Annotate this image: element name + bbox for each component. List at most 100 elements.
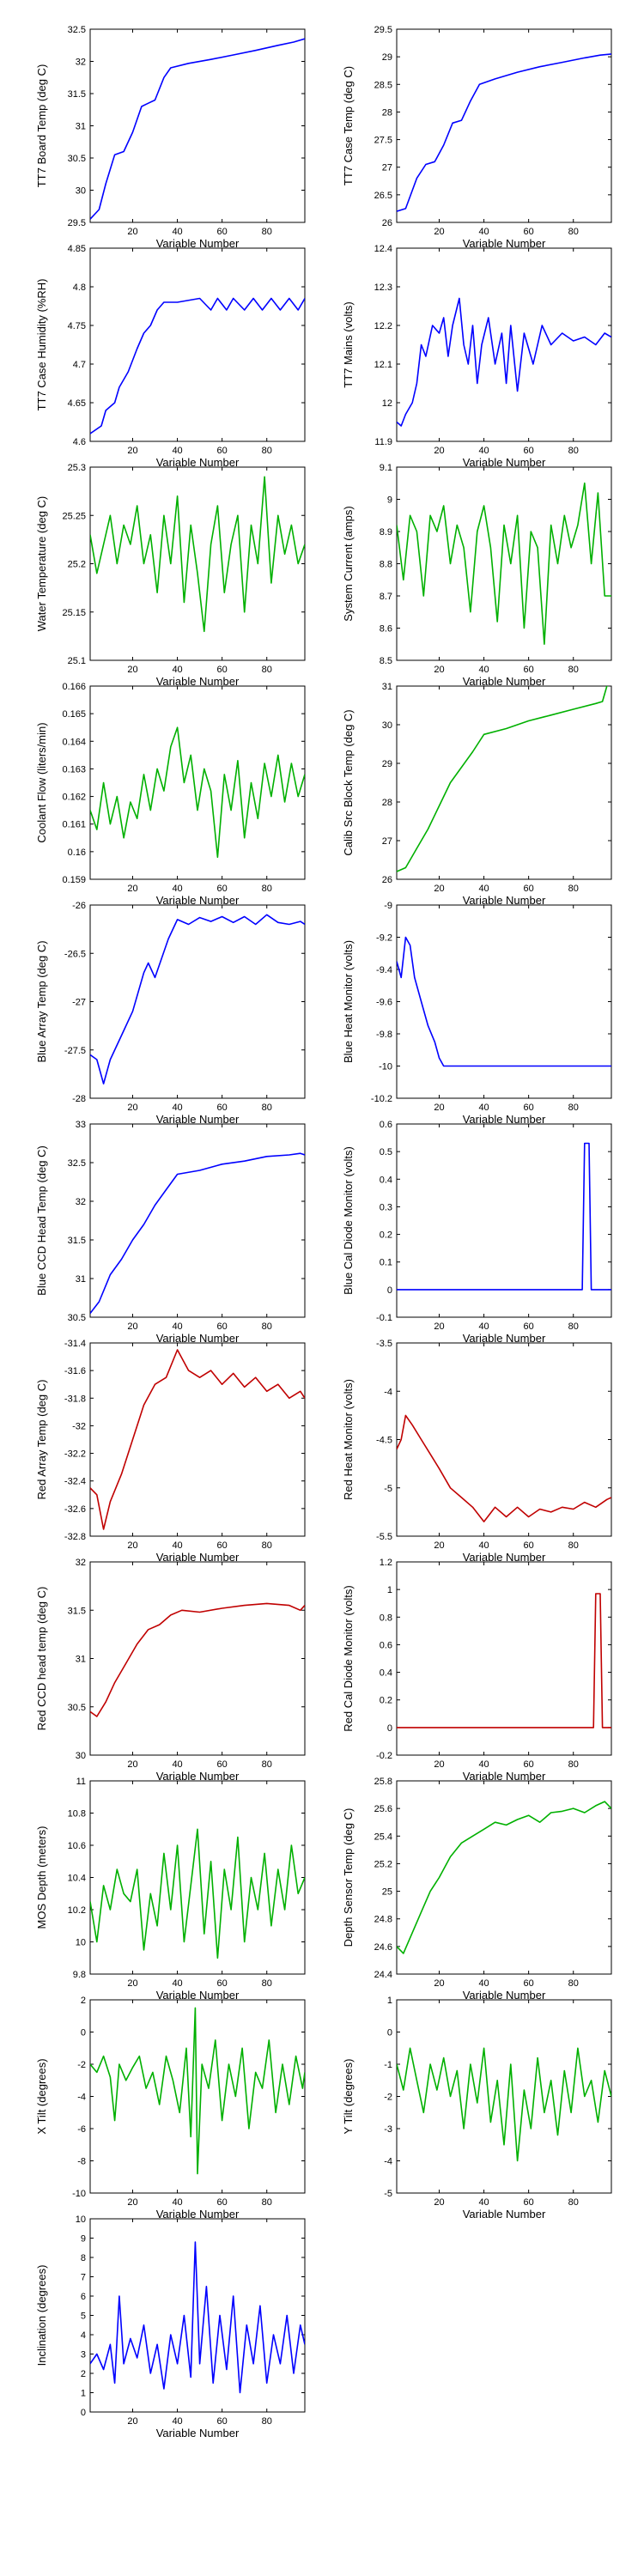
x-tick-label: 60: [524, 884, 534, 894]
y-axis-label: X Tilt (degrees): [35, 2058, 48, 2134]
y-tick-label: 25.2: [374, 1859, 392, 1869]
x-tick-label: 20: [434, 665, 444, 675]
y-axis-label: Blue Heat Monitor (volts): [342, 940, 355, 1063]
y-tick-label: 12.1: [374, 360, 392, 370]
y-tick-label: 4: [81, 2330, 86, 2341]
y-tick-label: -9.4: [376, 965, 392, 975]
y-tick-label: -26: [72, 901, 86, 911]
y-tick-label: 25.25: [62, 511, 86, 521]
x-axis-label: Variable Number: [156, 1770, 240, 1783]
y-axis-label: Blue CCD Head Temp (deg C): [35, 1145, 48, 1296]
y-axis-label: TT7 Case Humidity (%RH): [35, 279, 48, 411]
x-tick-label: 60: [524, 1103, 534, 1113]
y-tick-label: -32: [72, 1421, 86, 1431]
y-tick-label: 25.6: [374, 1804, 392, 1814]
chart-panel: 24.4 24.6 24.8 25 25.2 25.4 25.6 25.8 20 40 60 80 Va…: [342, 1777, 612, 2002]
series-line: [90, 1349, 305, 1530]
y-tick-label: 9: [81, 2234, 86, 2245]
y-tick-label: -32.8: [64, 1532, 86, 1542]
y-tick-label: 8.9: [380, 527, 392, 538]
x-tick-label: 20: [434, 1103, 444, 1113]
series-line: [397, 1593, 611, 1728]
plot-frame: [396, 904, 612, 1099]
y-tick-label: -10.2: [371, 1094, 392, 1104]
x-tick-label: 20: [127, 1103, 137, 1113]
y-tick-label: -4: [384, 2157, 392, 2167]
x-tick-label: 60: [217, 1321, 228, 1332]
y-tick-label: 4.75: [68, 321, 86, 331]
y-axis-label: Red Cal Diode Monitor (volts): [342, 1585, 355, 1732]
y-tick-label: 0.8: [380, 1613, 392, 1623]
y-tick-label: 6: [81, 2292, 86, 2302]
y-tick-label: -32.2: [64, 1449, 86, 1460]
x-tick-label: 80: [568, 1978, 579, 1989]
y-tick-label: -31.6: [64, 1366, 86, 1376]
y-tick-label: 24.4: [374, 1970, 392, 1980]
y-tick-label: 0: [81, 2408, 86, 2418]
x-axis-label: Variable Number: [156, 1113, 240, 1126]
series-line: [397, 1801, 611, 1954]
series-line: [90, 2241, 305, 2394]
y-tick-label: 25.8: [374, 1777, 392, 1787]
x-tick-label: 40: [172, 1978, 182, 1989]
y-tick-label: 29: [382, 52, 392, 63]
x-axis-label: Variable Number: [463, 894, 546, 907]
y-tick-label: 32: [76, 58, 86, 68]
y-axis-label: Depth Sensor Temp (deg C): [342, 1808, 355, 1947]
y-tick-label: 31: [76, 122, 86, 132]
chart-panel: -28 -27.5 -27 -26.5 -26 20 40 60 80 Variable Numb…: [35, 901, 306, 1126]
y-tick-label: 24.8: [374, 1915, 392, 1925]
series-line: [90, 726, 305, 859]
y-tick-label: 0: [81, 2028, 86, 2038]
x-tick-label: 20: [127, 1978, 137, 1989]
plot-frame: [396, 28, 612, 223]
plot-frame: [89, 904, 306, 1099]
x-axis-label: Variable Number: [156, 2208, 240, 2221]
y-tick-label: -0.1: [376, 1313, 392, 1323]
plot-frame: [396, 1123, 612, 1318]
y-tick-label: 27: [382, 836, 392, 847]
y-tick-label: 0.159: [62, 875, 86, 885]
y-tick-label: 8.8: [380, 560, 392, 570]
y-tick-label: 10.4: [68, 1874, 86, 1884]
y-tick-label: 8.6: [380, 624, 392, 635]
series-line: [90, 1828, 305, 1959]
series-line: [90, 914, 305, 1084]
x-tick-label: 40: [172, 446, 182, 456]
x-tick-label: 40: [478, 2197, 489, 2208]
chart-panel: 30.5 31 31.5 32 32.5 33 20 40 60 80 Variable Numbe…: [35, 1120, 306, 1345]
series-line: [397, 1142, 611, 1291]
y-tick-label: 0: [387, 2028, 392, 2038]
x-axis-label: Variable Number: [463, 1551, 546, 1564]
y-tick-label: 10: [76, 1938, 86, 1948]
y-tick-label: -5: [384, 1484, 392, 1494]
y-tick-label: 26.5: [374, 191, 392, 201]
x-tick-label: 40: [478, 1103, 489, 1113]
series-line: [397, 297, 611, 427]
series-line: [90, 1602, 305, 1717]
x-tick-label: 40: [478, 446, 489, 456]
y-tick-label: 4.8: [73, 283, 86, 293]
plot-frame: [89, 1561, 306, 1756]
series-line: [397, 686, 609, 872]
x-tick-label: 80: [568, 446, 579, 456]
plot-frame: [89, 28, 306, 223]
y-tick-label: -5: [384, 2189, 392, 2199]
x-axis-label: Variable Number: [156, 1332, 240, 1345]
x-tick-label: 40: [172, 227, 182, 237]
y-tick-label: 8.7: [380, 592, 392, 602]
plot-frame: [396, 1780, 612, 1975]
x-tick-label: 20: [127, 2197, 137, 2208]
plot-frame: [89, 1780, 306, 1975]
plot-frame: [89, 1123, 306, 1318]
x-tick-label: 40: [172, 1321, 182, 1332]
y-tick-label: -27.5: [64, 1046, 86, 1056]
y-tick-label: 1: [81, 2389, 86, 2399]
y-tick-label: 4.85: [68, 244, 86, 254]
y-tick-label: 30.5: [68, 1313, 86, 1323]
series-line: [90, 297, 305, 434]
y-tick-label: 5: [81, 2312, 86, 2322]
y-tick-label: 27: [382, 163, 392, 173]
x-tick-label: 80: [568, 227, 579, 237]
